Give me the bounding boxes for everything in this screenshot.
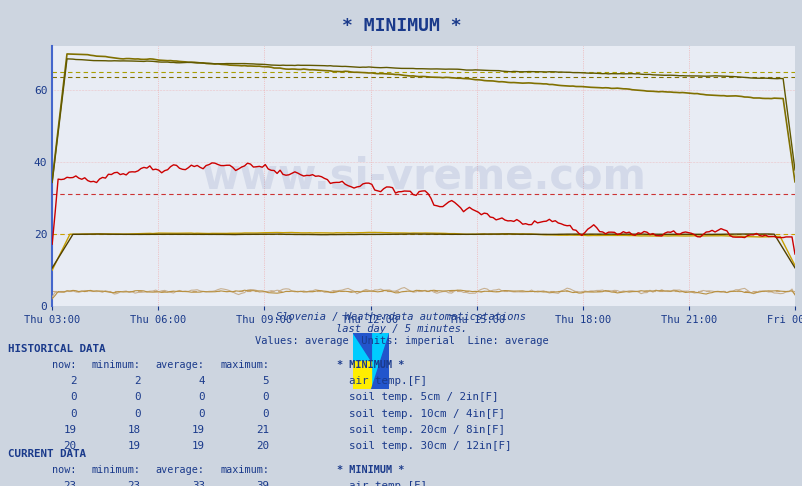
Text: 0: 0 xyxy=(134,393,140,402)
Text: 0: 0 xyxy=(198,409,205,418)
Text: minimum:: minimum: xyxy=(91,466,140,475)
Bar xyxy=(353,361,371,389)
Text: now:: now: xyxy=(51,361,76,370)
Text: average:: average: xyxy=(156,361,205,370)
Text: 4: 4 xyxy=(198,377,205,386)
Text: CURRENT DATA: CURRENT DATA xyxy=(8,450,86,459)
Text: maximum:: maximum: xyxy=(220,466,269,475)
Text: air temp.[F]: air temp.[F] xyxy=(349,377,427,386)
Text: 2: 2 xyxy=(70,377,76,386)
Text: 23: 23 xyxy=(63,482,76,486)
Text: 20: 20 xyxy=(63,441,76,451)
Text: 5: 5 xyxy=(262,377,269,386)
Text: last day / 5 minutes.: last day / 5 minutes. xyxy=(335,324,467,334)
Text: * MINIMUM *: * MINIMUM * xyxy=(337,466,404,475)
Text: Slovenia / Weatherdata automaticstations: Slovenia / Weatherdata automaticstations xyxy=(276,312,526,322)
Polygon shape xyxy=(371,333,389,389)
Text: 0: 0 xyxy=(70,393,76,402)
Text: 39: 39 xyxy=(256,482,269,486)
Text: air temp.[F]: air temp.[F] xyxy=(349,482,427,486)
Text: 23: 23 xyxy=(128,482,140,486)
Text: 21: 21 xyxy=(256,425,269,434)
Text: soil temp. 10cm / 4in[F]: soil temp. 10cm / 4in[F] xyxy=(349,409,504,418)
Text: 0: 0 xyxy=(262,393,269,402)
Text: minimum:: minimum: xyxy=(91,361,140,370)
Text: 2: 2 xyxy=(134,377,140,386)
Text: HISTORICAL DATA: HISTORICAL DATA xyxy=(8,345,105,354)
Text: Values: average  Units: imperial  Line: average: Values: average Units: imperial Line: av… xyxy=(254,336,548,347)
Text: soil temp. 20cm / 8in[F]: soil temp. 20cm / 8in[F] xyxy=(349,425,504,434)
Text: 0: 0 xyxy=(134,409,140,418)
Text: 19: 19 xyxy=(192,425,205,434)
Text: maximum:: maximum: xyxy=(220,361,269,370)
Text: soil temp. 30cm / 12in[F]: soil temp. 30cm / 12in[F] xyxy=(349,441,511,451)
Text: 0: 0 xyxy=(198,393,205,402)
Text: 0: 0 xyxy=(70,409,76,418)
Text: soil temp. 5cm / 2in[F]: soil temp. 5cm / 2in[F] xyxy=(349,393,498,402)
Polygon shape xyxy=(353,333,371,361)
Text: * MINIMUM *: * MINIMUM * xyxy=(337,361,404,370)
Text: now:: now: xyxy=(51,466,76,475)
Text: 18: 18 xyxy=(128,425,140,434)
Text: www.si-vreme.com: www.si-vreme.com xyxy=(200,155,646,197)
Text: average:: average: xyxy=(156,466,205,475)
Text: 33: 33 xyxy=(192,482,205,486)
Text: 20: 20 xyxy=(256,441,269,451)
Text: 19: 19 xyxy=(192,441,205,451)
Text: 0: 0 xyxy=(262,409,269,418)
Text: 19: 19 xyxy=(63,425,76,434)
Text: 19: 19 xyxy=(128,441,140,451)
Text: * MINIMUM *: * MINIMUM * xyxy=(342,17,460,35)
